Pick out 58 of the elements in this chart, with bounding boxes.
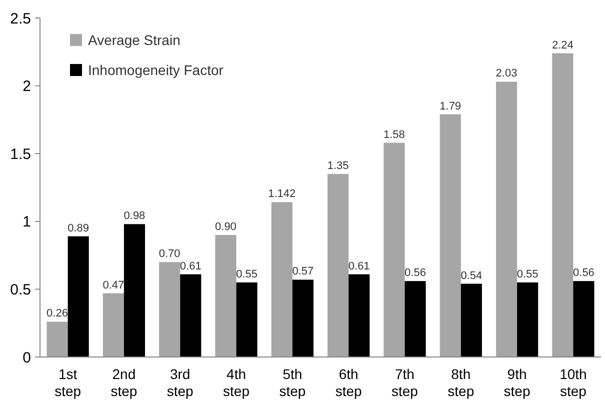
x-tick-label: 1st step: [54, 366, 82, 399]
bar: [271, 202, 292, 357]
data-label: 1.142: [268, 188, 296, 200]
data-label: 1.58: [383, 128, 405, 141]
data-label: 0.54: [460, 270, 482, 282]
bar: [384, 142, 405, 357]
y-tick-label: 1: [22, 214, 31, 231]
y-tick-label: 2: [22, 78, 31, 96]
data-label: 1.79: [440, 100, 462, 112]
legend-label: Average Strain: [88, 32, 180, 48]
data-label: 2.24: [552, 39, 574, 52]
data-label: 0.57: [292, 266, 314, 278]
data-label: 0.61: [348, 260, 370, 272]
bar: [440, 114, 461, 357]
data-label: 0.56: [573, 267, 594, 280]
y-tick-label: 0: [22, 349, 31, 366]
bar: [180, 274, 202, 357]
y-tick-label: 2.5: [10, 10, 31, 28]
bar: [68, 236, 89, 357]
x-tick-label: 6th step: [335, 366, 362, 399]
x-tick-label: 7th step: [392, 366, 418, 399]
data-label: 0.98: [124, 210, 146, 222]
bar: [496, 82, 518, 357]
data-label: 1.35: [327, 160, 349, 172]
data-label: 0.61: [180, 260, 202, 272]
x-tick-label: 10th step: [560, 366, 587, 399]
y-tick-label: 0.5: [10, 281, 31, 298]
bar: [292, 280, 314, 357]
bar: [102, 293, 124, 357]
data-label: 0.47: [102, 279, 124, 292]
x-tick-label: 8th step: [448, 366, 474, 399]
bar: [552, 53, 574, 357]
data-label: 0.89: [68, 222, 90, 234]
data-label: 2.03: [496, 68, 518, 80]
bar: [328, 174, 349, 357]
data-label: 0.26: [46, 308, 68, 320]
y-tick-label: 1.5: [10, 146, 31, 163]
bar: [124, 224, 146, 357]
x-tick-label: 2nd step: [110, 366, 138, 399]
bar: [236, 282, 258, 357]
legend-label: Inhomogeneity Factor: [88, 62, 224, 78]
bar: [348, 274, 370, 357]
bar: [517, 282, 538, 357]
data-label: 0.55: [516, 268, 538, 280]
bar: [573, 281, 594, 357]
bar: [215, 234, 236, 357]
x-tick-label: 9th step: [504, 366, 530, 399]
bar: [460, 284, 482, 357]
x-tick-label: 5th step: [279, 366, 306, 399]
data-label: 0.90: [215, 220, 236, 233]
x-tick-label: 4th step: [223, 366, 250, 399]
bar: [159, 262, 180, 357]
bar: [46, 322, 68, 357]
data-label: 0.56: [404, 267, 426, 280]
data-label: 0.70: [158, 248, 180, 260]
x-tick-label: 3rd step: [166, 366, 194, 399]
data-label: 0.55: [236, 268, 258, 280]
bar: [404, 281, 426, 357]
